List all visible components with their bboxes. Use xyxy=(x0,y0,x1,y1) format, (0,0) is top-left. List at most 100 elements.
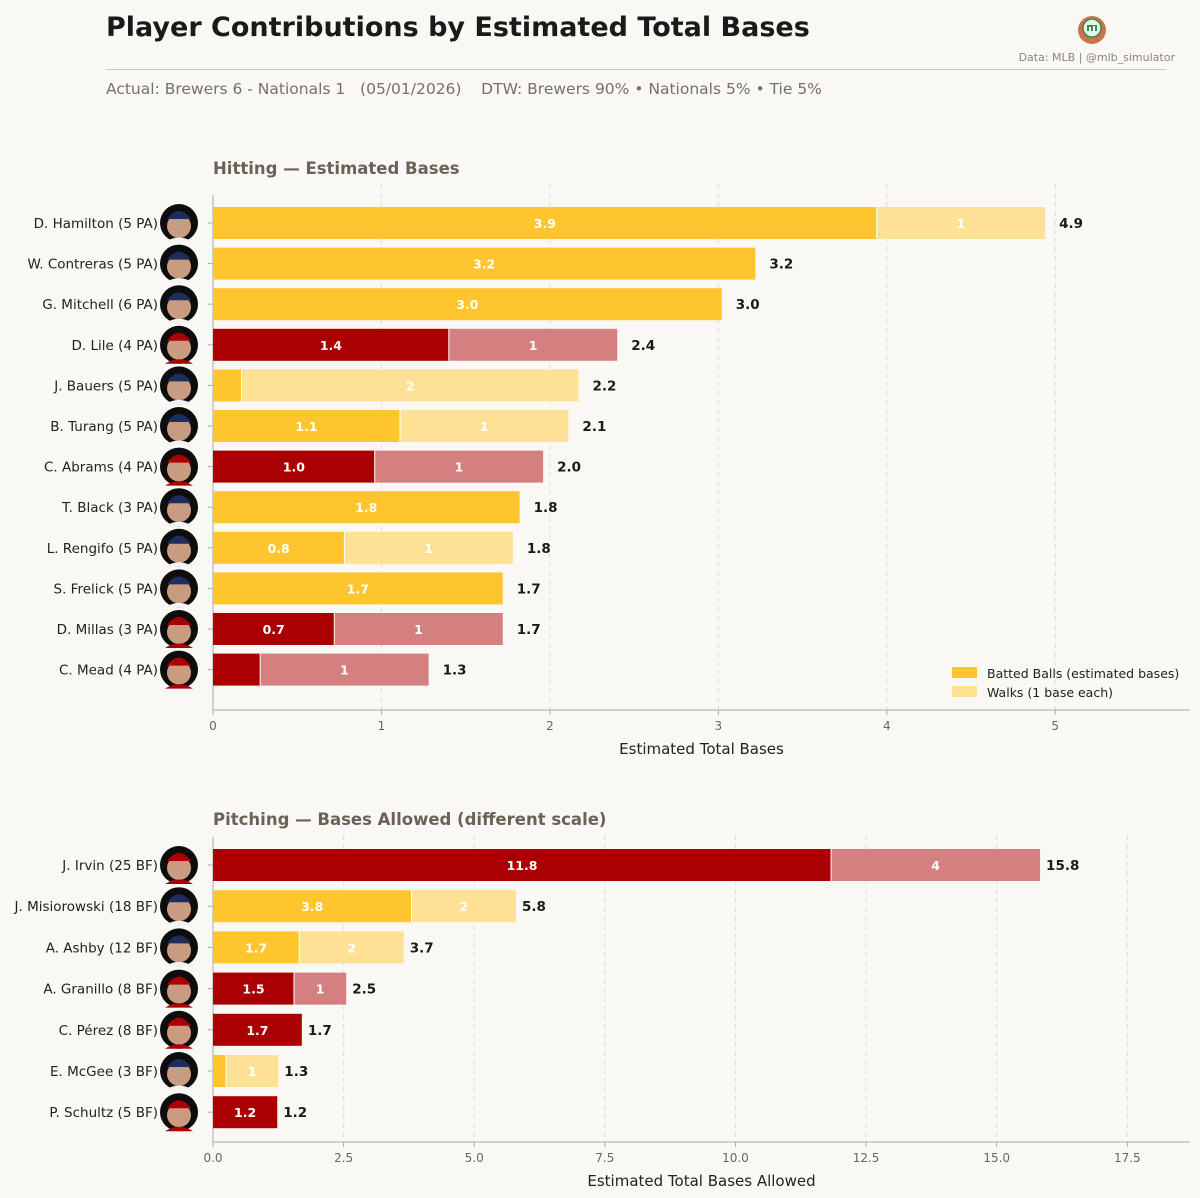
avatar-jersey xyxy=(165,318,193,324)
avatar-cap xyxy=(167,576,191,585)
pitching-bar-total-label: 3.7 xyxy=(410,940,434,956)
avatar-cap xyxy=(167,657,191,666)
hitting-x-axis-label: Estimated Total Bases xyxy=(619,740,784,758)
pitching-bar-batted xyxy=(213,1013,302,1046)
pitching-bar-total-label: 1.7 xyxy=(308,1023,332,1039)
pitching-player-avatar xyxy=(160,969,198,1008)
hitting-bar-batted xyxy=(213,288,722,321)
avatar-cap xyxy=(167,617,191,625)
pitching-bar-batted xyxy=(213,1055,227,1087)
avatar-jersey xyxy=(165,399,193,405)
hitting-player-avatar xyxy=(160,447,198,486)
hitting-bar-batted-label: 1.1 xyxy=(295,419,317,434)
hitting-bar-walks xyxy=(374,450,544,483)
pitching-x-tick-label: 7.5 xyxy=(595,1151,614,1165)
pitching-bar-total-label: 1.2 xyxy=(283,1105,307,1121)
pitching-bar-walks-label: 1 xyxy=(248,1064,257,1079)
avatar-face xyxy=(167,620,191,644)
hitting-bar-walks xyxy=(448,328,618,361)
avatar-jersey xyxy=(165,237,193,242)
pitching-bar-walks xyxy=(411,890,517,923)
avatar-jersey xyxy=(165,643,193,648)
pitching-x-tick-label: 10.0 xyxy=(722,1151,749,1165)
pitching-bar-batted xyxy=(213,849,832,881)
hitting-category-label: S. Frelick (5 PA) xyxy=(54,581,158,597)
pitching-bar-batted xyxy=(213,890,412,923)
hitting-player-avatar xyxy=(160,244,198,283)
pitching-x-tick-label: 17.5 xyxy=(1114,1151,1141,1165)
avatar-cap xyxy=(167,976,191,985)
pitching-bar-batted xyxy=(213,1096,278,1129)
pitching-bar-batted xyxy=(213,972,294,1005)
hitting-bar-batted xyxy=(213,572,503,605)
avatar-cap xyxy=(167,1059,191,1067)
hitting-bar-total-label: 2.2 xyxy=(593,378,617,394)
hitting-player-avatar xyxy=(160,488,198,527)
hitting-x-tick-label: 2 xyxy=(546,719,554,733)
avatar-jersey xyxy=(165,1126,193,1132)
hitting-bar-walks xyxy=(241,369,579,402)
avatar-jersey xyxy=(165,562,193,567)
hitting-bar-batted xyxy=(213,369,242,402)
hitting-bar-batted-label: 1.0 xyxy=(283,460,305,475)
hitting-bar-total-label: 1.8 xyxy=(534,500,558,516)
hitting-bar-walks xyxy=(334,613,503,645)
avatar-face xyxy=(167,457,191,482)
hitting-bar-total-label: 1.7 xyxy=(517,622,541,638)
hitting-bar-batted-label: 0.7 xyxy=(263,622,285,637)
hitting-player-avatar xyxy=(160,204,198,242)
avatar-cap xyxy=(167,332,191,341)
avatar-face xyxy=(167,214,191,238)
avatar-face xyxy=(167,335,191,360)
avatar-face xyxy=(167,660,191,685)
pitching-player-avatar xyxy=(160,1093,198,1132)
avatar-face xyxy=(167,938,191,963)
avatar-jersey xyxy=(165,1085,193,1090)
pitching-bar-batted-label: 1.2 xyxy=(234,1105,256,1120)
hitting-bar-total-label: 2.4 xyxy=(631,338,655,354)
hitting-bar-total-label: 1.3 xyxy=(443,663,467,679)
hitting-bar-batted-label: 3.0 xyxy=(456,297,478,312)
page-title: Player Contributions by Estimated Total … xyxy=(106,12,810,43)
avatar-cap xyxy=(167,935,191,944)
hitting-x-tick-label: 5 xyxy=(1051,719,1059,733)
avatar-face xyxy=(167,1062,191,1086)
legend-swatch-walks xyxy=(952,686,977,697)
pitching-x-tick-label: 5.0 xyxy=(465,1151,484,1165)
hitting-player-avatar xyxy=(160,528,198,567)
hitting-category-label: G. Mitchell (6 PA) xyxy=(42,297,158,313)
hitting-bar-batted xyxy=(213,207,877,239)
hitting-bar-total-label: 2.1 xyxy=(582,419,606,435)
hitting-bar-batted-label: 0.8 xyxy=(268,541,290,556)
hitting-bar-walks-label: 1 xyxy=(455,460,464,475)
hitting-x-tick-label: 4 xyxy=(883,719,891,733)
data-credit: Data: MLB | @mlb_simulator xyxy=(1018,51,1175,64)
avatar-jersey xyxy=(165,1003,193,1008)
avatar-cap xyxy=(167,1017,191,1026)
pitching-category-label: P. Schultz (5 BF) xyxy=(49,1105,158,1121)
pitching-player-avatar xyxy=(160,846,198,884)
hitting-bar-walks xyxy=(399,410,569,442)
hitting-panel-title: Hitting — Estimated Bases xyxy=(213,159,460,178)
pitching-bar-walks-label: 1 xyxy=(316,982,325,997)
hitting-bar-batted xyxy=(213,613,335,645)
pitching-player-avatar xyxy=(160,887,198,926)
avatar-cap xyxy=(167,1100,191,1109)
hitting-bar-walks-label: 1 xyxy=(529,338,538,353)
baseball-simulator-logo-icon xyxy=(1078,16,1106,44)
avatar-jersey xyxy=(165,961,193,967)
hitting-category-label: C. Abrams (4 PA) xyxy=(44,460,158,476)
pitching-bar-walks xyxy=(226,1055,279,1087)
hitting-bar-batted xyxy=(213,450,375,483)
avatar-face xyxy=(167,254,191,279)
hitting-category-label: D. Millas (3 PA) xyxy=(57,622,158,638)
pitching-bar-total-label: 5.8 xyxy=(522,899,546,915)
hitting-player-avatar xyxy=(160,610,198,648)
hitting-bar-total-label: 3.2 xyxy=(769,257,793,273)
pitching-bar-total-label: 1.3 xyxy=(284,1064,308,1080)
avatar-cap xyxy=(167,535,191,544)
avatar-jersey xyxy=(165,920,193,926)
hitting-bar-total-label: 3.0 xyxy=(736,297,760,313)
hitting-bar-batted xyxy=(213,410,400,442)
